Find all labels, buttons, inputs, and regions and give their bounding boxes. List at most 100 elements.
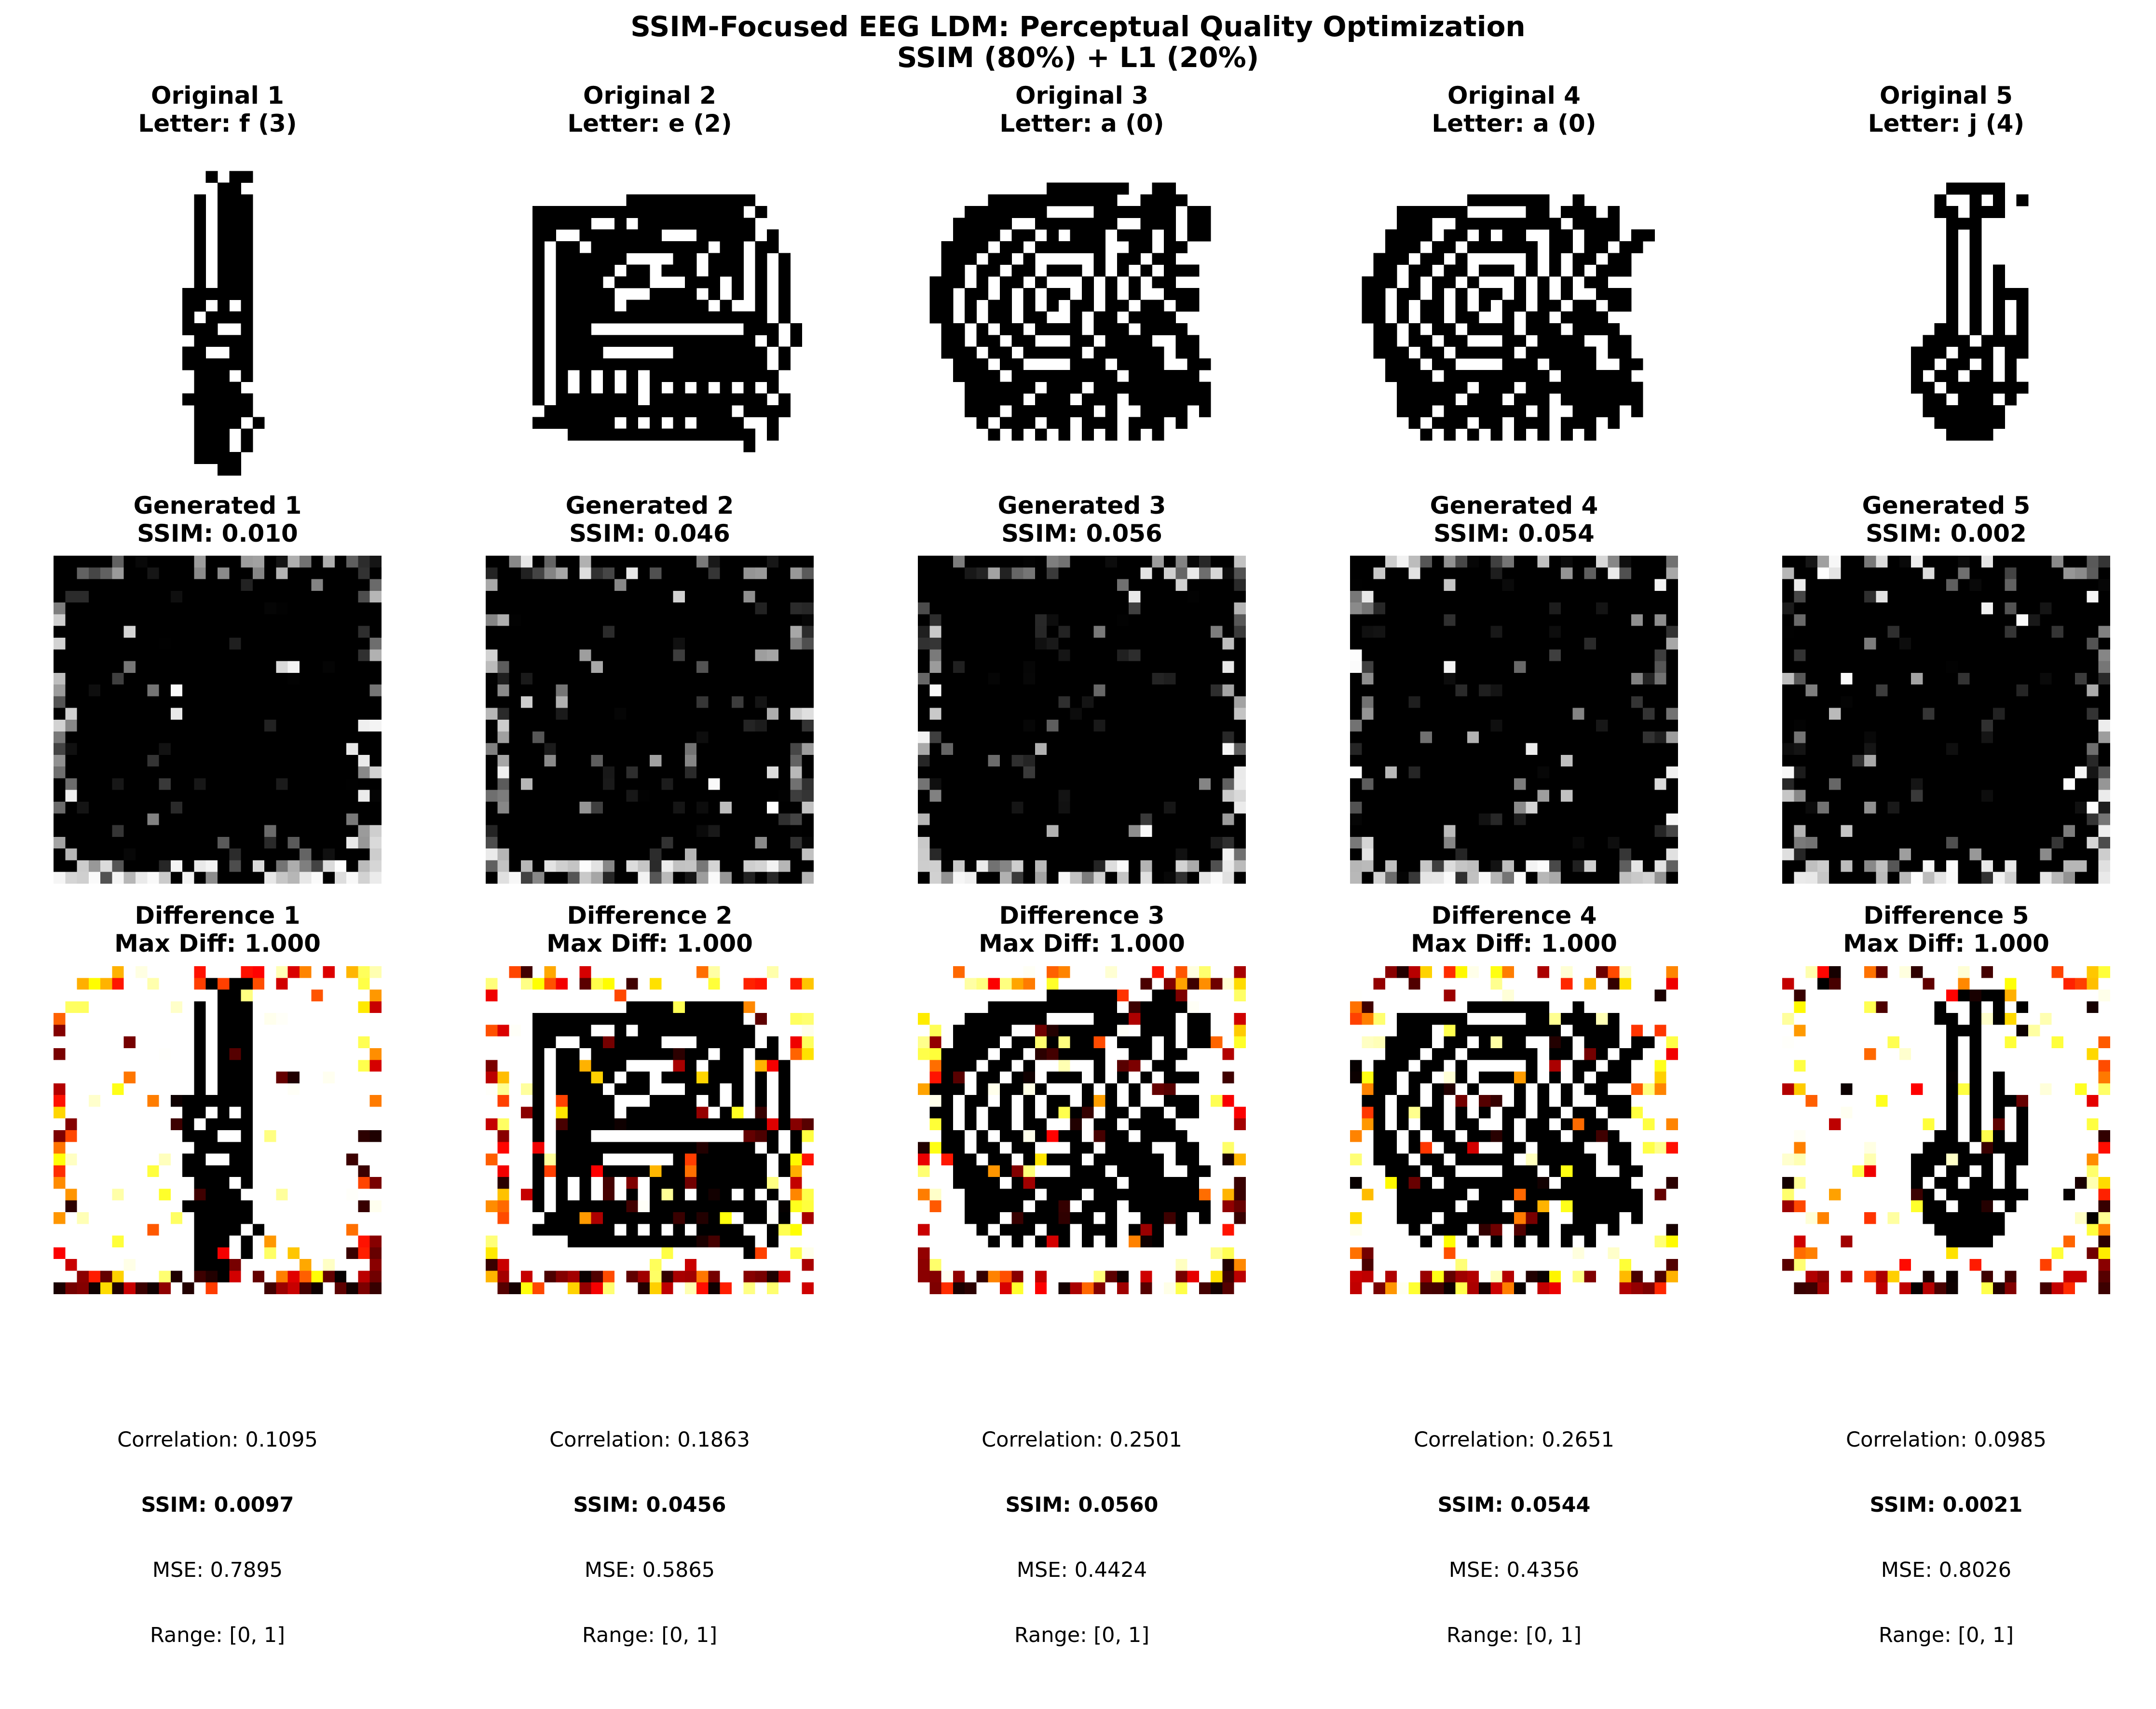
difference-panel-title: Difference 3 <box>999 902 1165 930</box>
generated-pixel <box>626 790 639 802</box>
difference-pixel <box>568 1200 580 1213</box>
difference-pixel <box>708 1036 721 1049</box>
original-pixel <box>732 288 744 300</box>
difference-pixel <box>509 1060 521 1072</box>
generated-pixel <box>1175 567 1188 580</box>
difference-pixel <box>988 989 1000 1002</box>
original-pixel <box>1070 335 1082 347</box>
difference-pixel <box>918 1013 930 1025</box>
generated-pixel <box>661 731 674 744</box>
generated-pixel <box>684 661 697 673</box>
generated-pixel <box>650 708 662 720</box>
generated-pixel <box>1199 708 1211 720</box>
original-pixel <box>241 440 253 452</box>
generated-pixel <box>544 802 557 814</box>
original-pixel <box>953 264 965 277</box>
difference-pixel <box>218 1247 230 1259</box>
original-pixel <box>218 405 230 417</box>
generated-pixel <box>673 825 685 837</box>
generated-pixel <box>1070 602 1082 615</box>
generated-pixel <box>532 720 545 732</box>
generated-pixel <box>1105 860 1118 873</box>
generated-pixel <box>276 684 288 697</box>
original-pixel <box>626 370 639 382</box>
difference-pixel <box>229 1013 242 1025</box>
difference-pixel <box>509 1001 521 1013</box>
difference-pixel <box>194 1107 206 1119</box>
generated-pixel <box>556 825 568 837</box>
original-pixel <box>1140 405 1153 417</box>
generated-pixel <box>720 672 732 685</box>
difference-pixel <box>614 1247 627 1259</box>
generated-pixel <box>497 720 510 732</box>
difference-pixel <box>579 1025 592 1037</box>
difference-pixel <box>252 1153 265 1166</box>
generated-pixel <box>638 754 650 767</box>
generated-pixel <box>264 766 276 779</box>
generated-pixel <box>369 872 382 884</box>
generated-pixel <box>532 860 545 873</box>
generated-pixel <box>159 731 171 744</box>
generated-pixel <box>696 579 709 591</box>
original-pixel <box>194 194 206 206</box>
original-pixel <box>650 300 662 312</box>
difference-pixel <box>708 1060 721 1072</box>
difference-pixel <box>323 1118 335 1131</box>
generated-pixel <box>579 743 592 755</box>
difference-pixel <box>346 1048 358 1060</box>
original-pixel <box>720 335 732 347</box>
original-pixel <box>1011 370 1024 382</box>
original-pixel <box>778 405 791 417</box>
generated-pixel <box>1035 579 1047 591</box>
difference-pixel <box>650 1025 662 1037</box>
difference-pixel <box>276 1036 288 1049</box>
difference-pixel <box>252 966 265 978</box>
difference-pixel <box>136 978 148 990</box>
difference-pixel <box>1070 1013 1082 1025</box>
difference-pixel <box>684 1083 697 1095</box>
difference-pixel <box>1129 1060 1141 1072</box>
difference-pixel <box>88 1165 101 1177</box>
generated-pixel <box>708 649 721 662</box>
difference-pixel <box>790 1048 803 1060</box>
original-pixel <box>696 405 709 417</box>
difference-pixel <box>264 1071 276 1084</box>
generated-pixel <box>953 708 965 720</box>
difference-pixel <box>755 1212 767 1224</box>
difference-pixel <box>1175 1013 1188 1025</box>
original-pixel <box>241 346 253 359</box>
generated-pixel <box>755 614 767 627</box>
generated-pixel <box>486 802 498 814</box>
difference-pixel <box>252 1130 265 1142</box>
generated-pixel <box>346 602 358 615</box>
difference-pixel <box>520 1083 533 1095</box>
difference-pixel <box>802 966 814 978</box>
generated-pixel <box>112 731 124 744</box>
difference-pixel <box>568 1001 580 1013</box>
original-image-panel <box>486 159 814 487</box>
generated-pixel <box>1187 778 1200 791</box>
generated-pixel <box>1082 567 1094 580</box>
generated-pixel <box>194 754 206 767</box>
generated-pixel <box>77 661 89 673</box>
original-pixel <box>1164 241 1176 253</box>
difference-pixel <box>778 1235 791 1248</box>
original-pixel <box>1164 382 1176 394</box>
generated-pixel <box>579 579 592 591</box>
original-pixel <box>1082 393 1094 406</box>
difference-pixel <box>77 1036 89 1049</box>
generated-pixel <box>88 672 101 685</box>
difference-pixel <box>1187 966 1200 978</box>
difference-pixel <box>369 1013 382 1025</box>
difference-pixel <box>100 989 112 1002</box>
generated-pixel <box>1047 754 1059 767</box>
generated-pixel <box>77 579 89 591</box>
difference-pixel <box>579 1247 592 1259</box>
generated-pixel <box>276 696 288 709</box>
difference-pixel <box>65 966 78 978</box>
difference-pixel <box>673 1153 685 1166</box>
difference-pixel <box>614 966 627 978</box>
difference-pixel <box>159 966 171 978</box>
original-pixel <box>732 264 744 277</box>
generated-pixel <box>486 638 498 650</box>
